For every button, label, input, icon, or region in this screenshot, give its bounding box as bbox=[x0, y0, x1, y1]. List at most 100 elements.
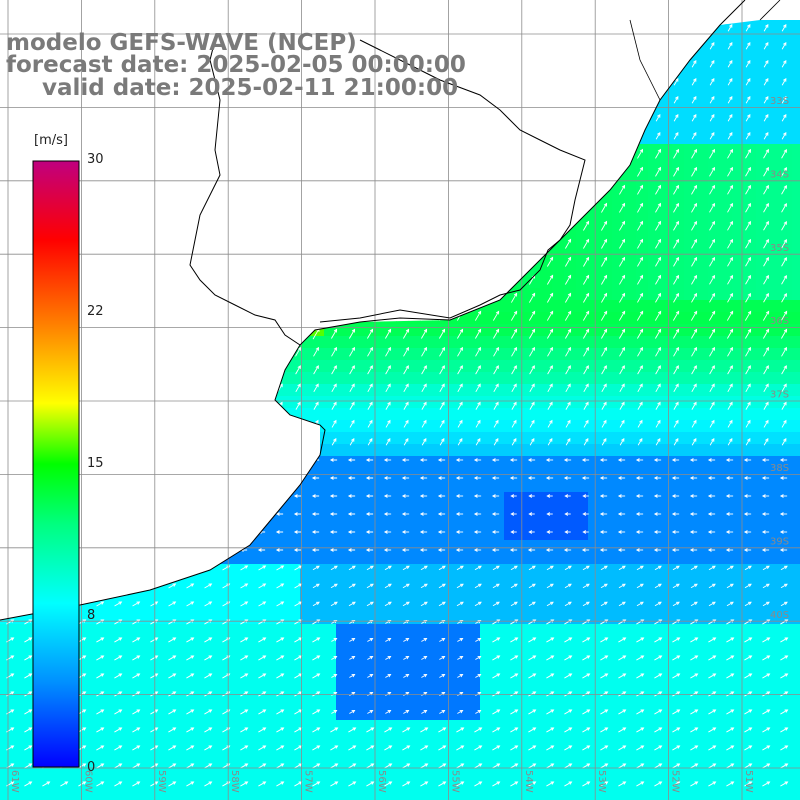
wind-speed-cell bbox=[552, 756, 565, 769]
wind-speed-cell bbox=[288, 204, 301, 217]
wind-speed-cell bbox=[480, 552, 493, 565]
wind-speed-cell bbox=[636, 336, 649, 349]
wind-speed-cell bbox=[456, 192, 469, 205]
wind-speed-cell bbox=[588, 384, 601, 397]
wind-speed-cell bbox=[240, 20, 253, 25]
wind-speed-cell bbox=[156, 648, 169, 661]
wind-speed-cell bbox=[228, 516, 241, 529]
wind-arrow bbox=[205, 166, 211, 177]
wind-speed-cell bbox=[216, 360, 229, 373]
wind-speed-cell bbox=[408, 504, 421, 517]
wind-speed-cell bbox=[576, 756, 589, 769]
wind-speed-cell bbox=[768, 768, 781, 781]
wind-speed-cell bbox=[288, 384, 301, 397]
wind-speed-cell bbox=[552, 444, 565, 457]
wind-speed-cell bbox=[552, 144, 565, 157]
wind-speed-cell bbox=[120, 228, 133, 241]
wind-speed-cell bbox=[672, 348, 685, 361]
wind-arrow bbox=[565, 130, 572, 141]
wind-speed-cell bbox=[684, 624, 697, 637]
wind-speed-cell bbox=[612, 648, 625, 661]
wind-speed-cell bbox=[684, 108, 697, 121]
wind-speed-cell bbox=[0, 384, 13, 397]
wind-arrow bbox=[43, 148, 49, 159]
wind-arrow bbox=[259, 166, 265, 177]
wind-speed-cell bbox=[132, 624, 145, 637]
wind-speed-cell bbox=[612, 576, 625, 589]
wind-speed-cell bbox=[240, 264, 253, 277]
wind-speed-cell bbox=[792, 588, 800, 601]
wind-speed-cell bbox=[732, 564, 745, 577]
wind-speed-cell bbox=[132, 288, 145, 301]
wind-speed-cell bbox=[732, 504, 745, 517]
wind-speed-cell bbox=[228, 792, 241, 800]
wind-speed-cell bbox=[552, 504, 565, 517]
wind-speed-cell bbox=[696, 48, 709, 61]
wind-speed-cell bbox=[132, 660, 145, 673]
wind-speed-cell bbox=[444, 660, 457, 673]
wind-speed-cell bbox=[444, 480, 457, 493]
wind-speed-cell bbox=[576, 180, 589, 193]
wind-speed-cell bbox=[480, 312, 493, 325]
wind-speed-cell bbox=[720, 396, 733, 409]
wind-speed-cell bbox=[180, 624, 193, 637]
wind-speed-cell bbox=[792, 60, 800, 73]
wind-speed-cell bbox=[516, 408, 529, 421]
wind-speed-cell bbox=[444, 228, 457, 241]
wind-speed-cell bbox=[540, 552, 553, 565]
wind-speed-cell bbox=[0, 216, 13, 229]
wind-speed-cell bbox=[684, 432, 697, 445]
wind-speed-cell bbox=[120, 420, 133, 433]
wind-arrow bbox=[241, 166, 247, 177]
wind-speed-cell bbox=[648, 300, 661, 313]
wind-speed-cell bbox=[684, 24, 697, 37]
wind-speed-cell bbox=[756, 540, 769, 553]
wind-speed-cell bbox=[204, 204, 217, 217]
wind-speed-cell bbox=[492, 492, 505, 505]
wind-arrow bbox=[637, 94, 644, 105]
wind-arrow bbox=[457, 41, 463, 51]
wind-speed-cell bbox=[372, 792, 385, 800]
wind-speed-cell bbox=[552, 588, 565, 601]
wind-speed-cell bbox=[252, 144, 265, 157]
wind-speed-cell bbox=[12, 192, 25, 205]
wind-speed-cell bbox=[0, 324, 13, 337]
wind-speed-cell bbox=[600, 504, 613, 517]
wind-speed-cell bbox=[492, 108, 505, 121]
wind-speed-cell bbox=[324, 696, 337, 709]
wind-speed-cell bbox=[408, 180, 421, 193]
wind-speed-cell bbox=[732, 312, 745, 325]
wind-speed-cell bbox=[120, 492, 133, 505]
wind-speed-cell bbox=[396, 516, 409, 529]
wind-speed-cell bbox=[60, 0, 73, 13]
wind-speed-cell bbox=[336, 144, 349, 157]
wind-speed-cell bbox=[504, 480, 517, 493]
wind-speed-cell bbox=[636, 84, 649, 97]
wind-arrow bbox=[493, 148, 499, 159]
wind-speed-cell bbox=[228, 300, 241, 313]
wind-speed-cell bbox=[576, 0, 589, 13]
wind-arrow bbox=[25, 130, 31, 141]
wind-speed-cell bbox=[168, 432, 181, 445]
wind-speed-cell bbox=[84, 288, 97, 301]
wind-speed-cell bbox=[744, 192, 757, 205]
wind-speed-cell bbox=[708, 384, 721, 397]
wind-speed-cell bbox=[492, 336, 505, 349]
wind-speed-cell bbox=[108, 564, 121, 577]
wind-speed-cell bbox=[564, 204, 577, 217]
wind-speed-cell bbox=[432, 648, 445, 661]
wind-speed-cell bbox=[732, 576, 745, 589]
wind-speed-cell bbox=[372, 120, 385, 133]
wind-speed-cell bbox=[684, 132, 697, 145]
wind-speed-cell bbox=[384, 576, 397, 589]
wind-speed-cell bbox=[276, 552, 289, 565]
wind-speed-cell bbox=[288, 432, 301, 445]
wind-speed-cell bbox=[432, 696, 445, 709]
wind-speed-cell bbox=[576, 144, 589, 157]
wind-speed-cell bbox=[684, 756, 697, 769]
wind-speed-cell bbox=[348, 624, 361, 637]
wind-speed-cell bbox=[0, 492, 13, 505]
wind-speed-cell bbox=[120, 660, 133, 673]
wind-speed-cell bbox=[396, 156, 409, 169]
wind-speed-cell bbox=[240, 444, 253, 457]
